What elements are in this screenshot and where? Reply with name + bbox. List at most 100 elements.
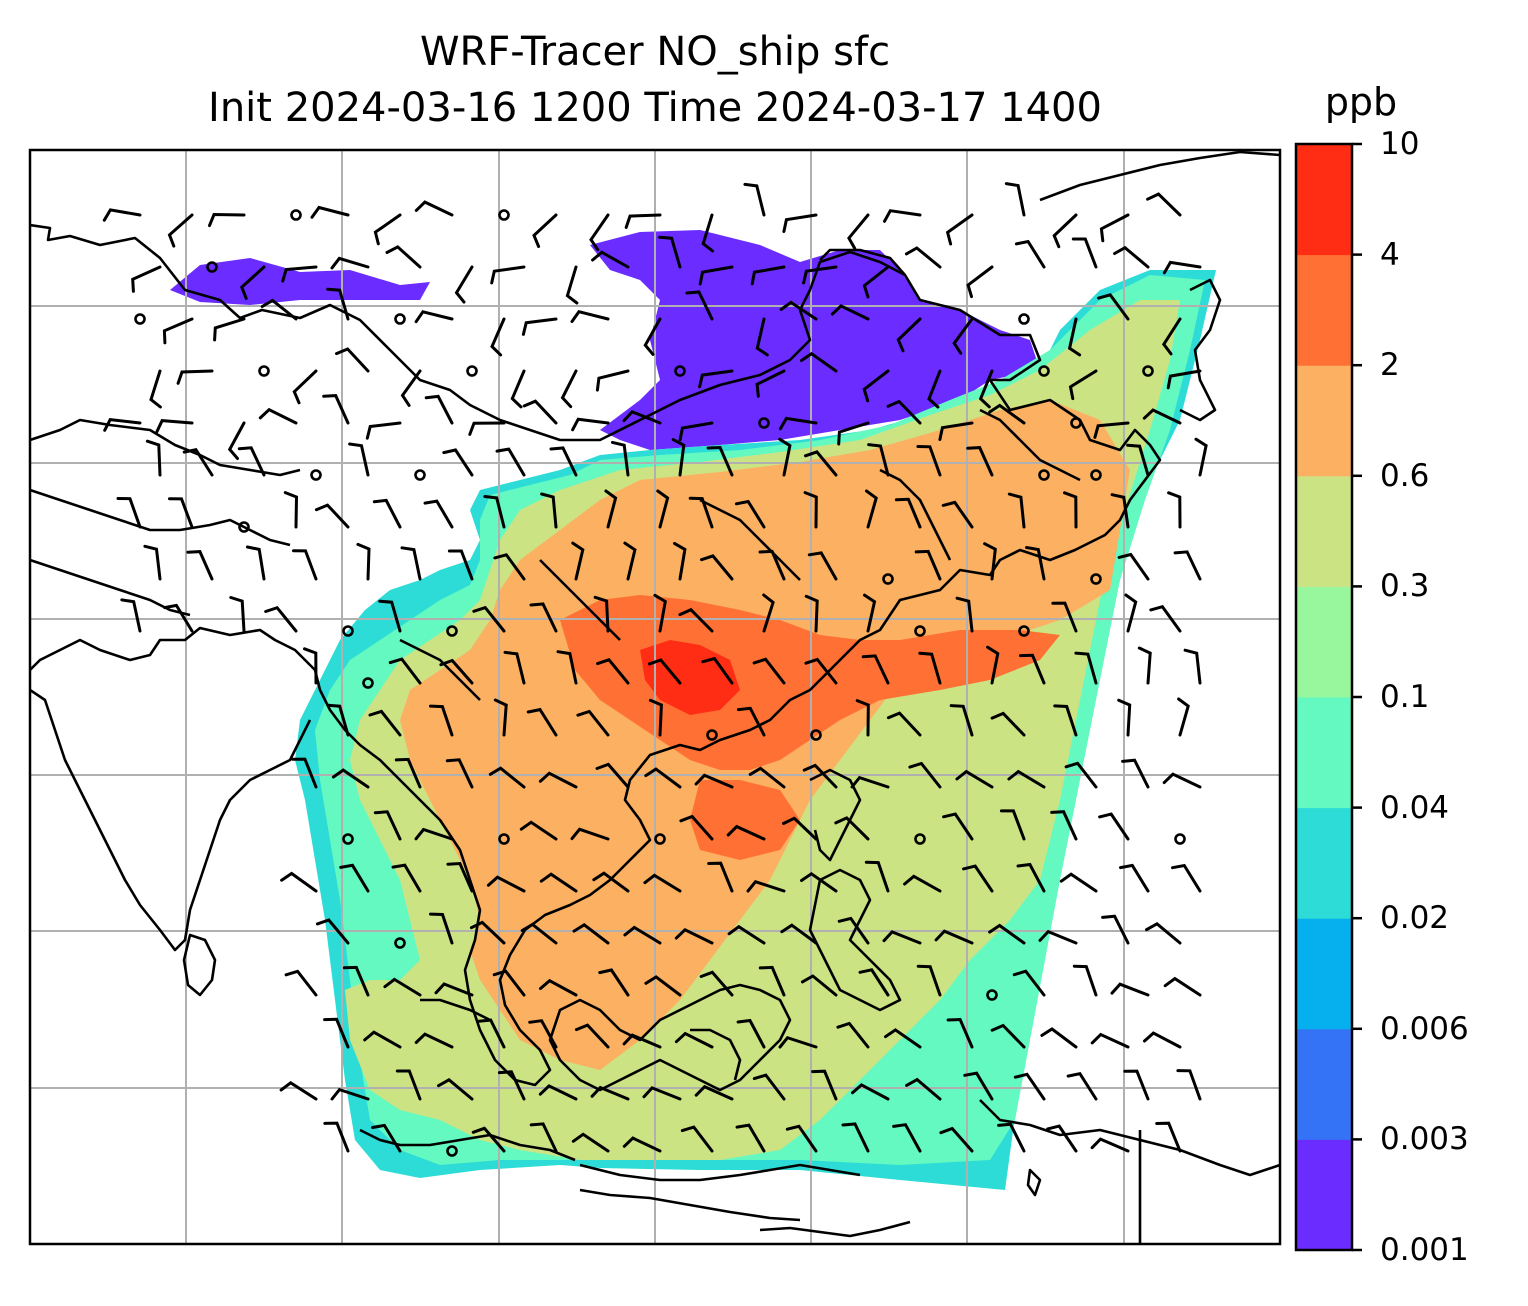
wind-barb bbox=[883, 209, 922, 223]
wind-barb bbox=[591, 250, 630, 269]
wind-barb bbox=[752, 1073, 786, 1101]
wind-barb bbox=[1161, 317, 1182, 356]
wind-barb bbox=[736, 706, 766, 737]
wind-barb bbox=[521, 317, 558, 336]
wind-barb bbox=[570, 309, 610, 323]
wind-barb bbox=[1113, 245, 1150, 269]
wind-barb bbox=[736, 1018, 766, 1049]
wind-barb bbox=[1177, 697, 1190, 737]
wind-barb bbox=[624, 213, 662, 229]
wind-barb bbox=[182, 448, 214, 477]
wind-barb bbox=[532, 213, 558, 248]
wind-barb bbox=[990, 711, 1026, 737]
wind-barb bbox=[1194, 437, 1208, 477]
wind-barb bbox=[227, 421, 246, 460]
wind-barb bbox=[758, 965, 786, 997]
wind-barb bbox=[447, 549, 474, 581]
wind-barb bbox=[700, 554, 734, 581]
calm-wind-marker bbox=[290, 209, 302, 221]
wind-barb bbox=[292, 369, 318, 405]
wind-barb bbox=[802, 265, 838, 285]
wind-barb bbox=[439, 658, 474, 685]
wind-barb bbox=[429, 912, 454, 945]
wind-barb bbox=[750, 265, 786, 286]
wind-barb bbox=[391, 863, 422, 893]
wind-barb bbox=[400, 546, 422, 581]
wind-barb bbox=[850, 775, 890, 789]
colorbar-tick-label: 2 bbox=[1380, 347, 1400, 384]
wind-barb bbox=[168, 497, 194, 529]
wind-barb bbox=[886, 711, 922, 737]
calm-wind-marker bbox=[498, 833, 510, 845]
wind-barb bbox=[1063, 491, 1078, 529]
wind-barb bbox=[1019, 653, 1046, 685]
wind-barb bbox=[1121, 758, 1150, 789]
calm-wind-marker bbox=[446, 1145, 458, 1157]
wind-barb bbox=[1123, 1069, 1150, 1101]
wind-barb bbox=[469, 920, 506, 945]
wind-barb bbox=[1171, 863, 1202, 893]
wind-barb bbox=[611, 440, 630, 477]
concentration-field bbox=[170, 230, 1216, 1190]
wind-barb bbox=[904, 246, 942, 269]
wind-barb bbox=[653, 593, 667, 633]
wind-barb bbox=[208, 212, 246, 228]
wind-barb bbox=[538, 771, 578, 789]
wind-barb bbox=[804, 657, 838, 685]
wind-barb bbox=[622, 1033, 662, 1049]
wind-barb bbox=[167, 213, 194, 248]
coastlines bbox=[30, 150, 1280, 1244]
calm-wind-marker bbox=[1142, 365, 1154, 377]
wind-barb bbox=[778, 437, 792, 477]
wind-barb bbox=[673, 541, 687, 581]
wind-barb bbox=[1145, 921, 1182, 945]
wind-barb bbox=[522, 399, 558, 425]
wind-barb bbox=[863, 593, 877, 633]
wind-barb bbox=[1052, 213, 1078, 249]
wind-barb bbox=[698, 369, 734, 389]
wind-barb bbox=[894, 497, 922, 529]
wind-barb bbox=[103, 417, 142, 432]
wind-barb bbox=[908, 761, 942, 789]
wind-barb bbox=[414, 310, 454, 324]
wind-barb bbox=[1183, 648, 1202, 685]
wind-barb bbox=[342, 965, 370, 997]
wind-barb bbox=[1059, 872, 1098, 893]
wind-barb bbox=[1012, 969, 1046, 997]
wind-barb bbox=[694, 1084, 734, 1101]
wind-barb bbox=[240, 265, 266, 300]
wind-barb bbox=[1137, 646, 1152, 685]
wind-barb bbox=[510, 369, 526, 409]
wind-barb bbox=[678, 607, 714, 633]
colorbar-tick-label: 0.003 bbox=[1380, 1121, 1469, 1158]
calm-wind-marker bbox=[342, 833, 354, 845]
wind-barb bbox=[882, 930, 922, 945]
wind-barb bbox=[576, 709, 610, 737]
wind-barb bbox=[331, 768, 370, 789]
wind-barb bbox=[186, 550, 214, 581]
wind-barb bbox=[291, 757, 318, 789]
wind-barb bbox=[785, 1124, 818, 1153]
wind-barb bbox=[983, 542, 997, 581]
wind-barb bbox=[685, 290, 714, 321]
wind-barb bbox=[372, 498, 402, 529]
wind-barb bbox=[102, 208, 142, 222]
wind-barb bbox=[572, 922, 610, 945]
wind-barb bbox=[176, 369, 214, 385]
wind-barb bbox=[1162, 772, 1202, 789]
wind-barb bbox=[571, 1132, 610, 1153]
wind-barb bbox=[727, 924, 766, 945]
wind-barb bbox=[314, 503, 350, 529]
wind-barb bbox=[644, 975, 682, 997]
wind-barb bbox=[892, 1123, 922, 1153]
colorbar bbox=[1294, 142, 1362, 1252]
map-subtitle: Init 2024-03-16 1200 Time 2024-03-17 140… bbox=[208, 85, 1102, 131]
wind-barb bbox=[694, 773, 734, 789]
wind-barb bbox=[1071, 237, 1098, 269]
calm-wind-marker bbox=[310, 469, 322, 481]
wind-barb bbox=[371, 1123, 402, 1153]
calm-wind-marker bbox=[1018, 625, 1030, 637]
wind-barb bbox=[385, 245, 422, 269]
wind-barb bbox=[519, 820, 558, 841]
